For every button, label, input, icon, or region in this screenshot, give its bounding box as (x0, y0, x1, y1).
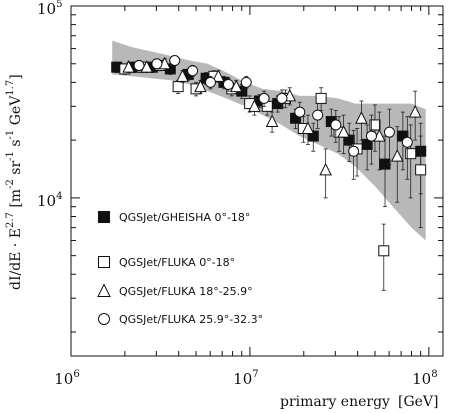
data-point (122, 60, 135, 73)
data-point (408, 104, 422, 118)
data-point (337, 125, 350, 138)
data-point (172, 81, 184, 93)
x-tick-label: 107 (233, 369, 258, 388)
plot-frame-layer (70, 5, 444, 357)
x-tick-label-base: 10 (412, 370, 431, 388)
data-point (151, 58, 163, 70)
y-tick-label-exponent: 4 (56, 191, 62, 202)
series-open-circle (133, 54, 413, 180)
y-axis-unit-part: -2 (5, 179, 16, 189)
y-tick-label: 104 (37, 191, 62, 210)
x-axis-label: primary energy (280, 394, 390, 410)
legend-marker (98, 256, 110, 268)
data-point (401, 136, 413, 148)
data-point (348, 145, 360, 157)
data-point (383, 126, 395, 138)
data-point (315, 92, 327, 104)
data-point (294, 106, 306, 118)
legend-label: QGSJet/GHEISHA 0°-18° (119, 211, 250, 224)
data-point (301, 121, 315, 134)
data-point (369, 119, 381, 131)
x-tick-label-exponent: 6 (73, 369, 79, 380)
data-point (330, 119, 342, 131)
y-axis-unit-part: -1 (5, 151, 16, 161)
data-point (405, 148, 417, 160)
legend-entry: QGSJet/GHEISHA 0°-18° (98, 211, 250, 224)
y-axis-unit-part: s (8, 139, 24, 151)
data-point (390, 149, 404, 162)
data-point (176, 69, 189, 82)
y-axis-quantity-exponent: 2.7 (5, 212, 16, 228)
legend: QGSJet/GHEISHA 0°-18° QGSJet/FLUKA 0°-18°… (97, 211, 263, 326)
data-point (258, 92, 270, 104)
legend-marker (97, 283, 111, 297)
legend-entry: QGSJet/FLUKA 0°-18° (98, 256, 235, 269)
y-axis-unit-part: sr (8, 161, 24, 180)
legend-label: QGSJet/FLUKA 18°-25.9° (119, 285, 253, 298)
data-point (248, 99, 261, 112)
y-tick-label-base: 10 (37, 0, 56, 18)
legend-label: QGSJet/FLUKA 25.9°-32.3° (119, 313, 263, 326)
data-point (355, 111, 368, 124)
data-point (204, 76, 216, 88)
y-tick-label-base: 10 (37, 192, 56, 210)
data-point (312, 109, 324, 121)
data-point (343, 134, 355, 146)
x-tick-label: 106 (54, 369, 79, 388)
x-tick-label-exponent: 8 (431, 369, 437, 380)
data-point (378, 245, 390, 257)
data-point (222, 78, 234, 90)
x-tick-label-exponent: 7 (252, 369, 258, 380)
x-axis-unit: [GeV] (398, 394, 439, 410)
x-tick-label: 108 (412, 369, 437, 388)
data-point (187, 65, 199, 77)
data-point (212, 69, 225, 82)
legend-marker (98, 313, 110, 325)
data-point (265, 114, 279, 128)
data-point (240, 76, 252, 88)
y-axis-unit-part: ] (8, 74, 24, 79)
y-axis-unit-part: [m (8, 189, 24, 212)
y-axis-quantity: dI/dE · E (8, 228, 24, 290)
data-point (169, 54, 181, 66)
data-point (319, 162, 332, 176)
legend-entry: QGSJet/FLUKA 18°-25.9° (97, 283, 253, 298)
data-point (365, 130, 377, 142)
plot-frame (70, 5, 444, 357)
y-axis-label: dI/dE · E2.7 [m-2 sr-1 s-1 GeV1.7] (5, 74, 24, 290)
legend-marker (98, 211, 110, 223)
series-layer (111, 54, 427, 291)
x-tick-label-base: 10 (233, 370, 252, 388)
y-tick-label: 105 (37, 0, 62, 18)
legend-entry: QGSJet/FLUKA 25.9°-32.3° (98, 313, 263, 326)
data-point (276, 92, 288, 104)
data-point (133, 59, 145, 71)
y-axis-unit-part: -1 (5, 130, 16, 140)
y-axis-unit-part: GeV (8, 95, 24, 130)
y-axis-unit-part: 1.7 (5, 80, 16, 96)
y-tick-label-exponent: 5 (56, 0, 62, 10)
data-point (194, 79, 207, 93)
x-tick-label-base: 10 (54, 370, 73, 388)
data-point (415, 164, 427, 176)
legend-label: QGSJet/FLUKA 0°-18° (119, 256, 235, 269)
